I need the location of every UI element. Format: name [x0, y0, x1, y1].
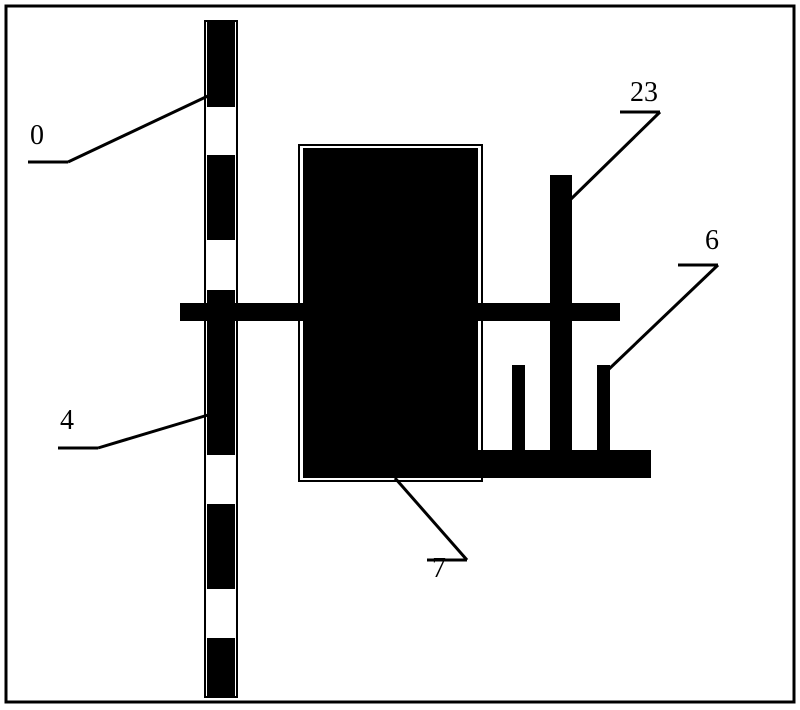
- short-pin-left: [512, 365, 525, 450]
- label-23: 23: [630, 77, 658, 109]
- short-pin-right: [597, 365, 610, 450]
- outline-rect: [298, 144, 483, 482]
- label-6: 6: [705, 225, 719, 257]
- tall-pin: [550, 175, 572, 450]
- label-7: 7: [432, 553, 446, 585]
- label-0: 0: [30, 120, 44, 152]
- outline-rect: [204, 20, 238, 698]
- label-4: 4: [60, 405, 74, 437]
